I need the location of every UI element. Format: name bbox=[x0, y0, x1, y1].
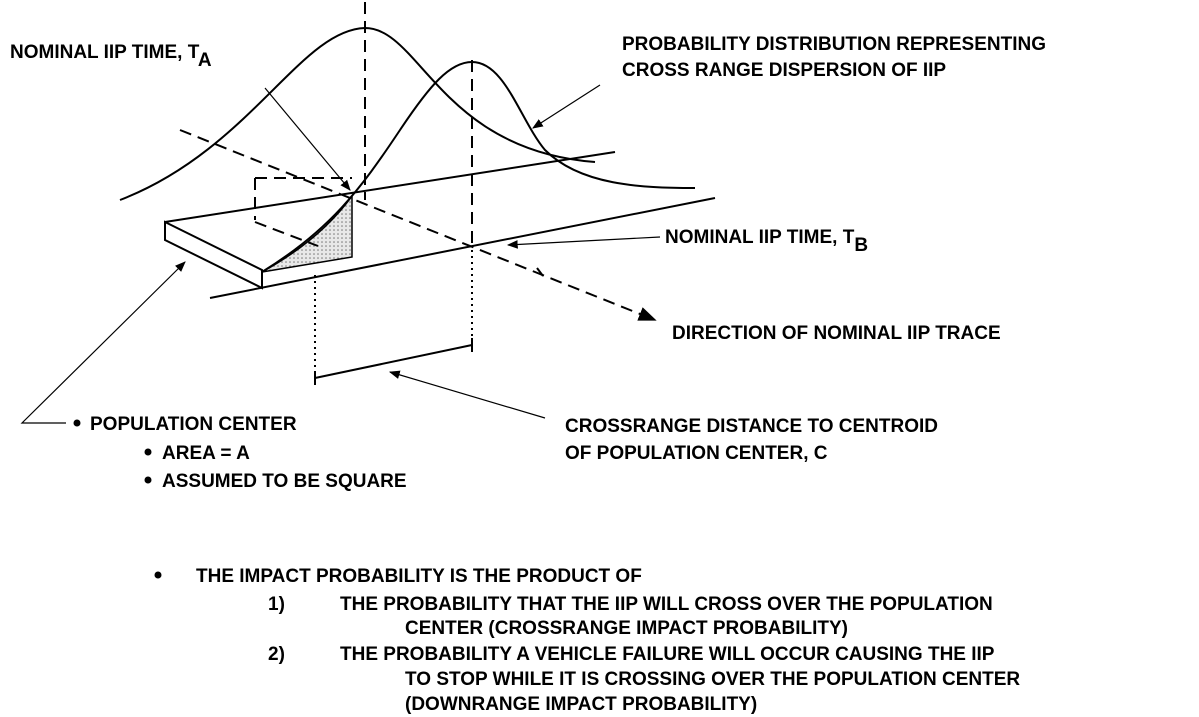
label: PROBABILITY DISTRIBUTION REPRESENTING bbox=[622, 34, 1046, 55]
label-text: NOMINAL IIP TIME, T bbox=[665, 227, 855, 248]
population-square bbox=[164, 220, 263, 290]
label: CROSS RANGE DISPERSION OF IIP bbox=[622, 60, 946, 81]
bullet bbox=[144, 448, 152, 456]
track-line bbox=[209, 197, 716, 299]
square-guide bbox=[254, 221, 319, 247]
item-text: THE PROBABILITY A VEHICLE FAILURE WILL O… bbox=[340, 644, 995, 665]
label: NOMINAL IIP TIME, TB bbox=[665, 227, 868, 256]
bullet bbox=[144, 476, 152, 484]
iip-trace bbox=[179, 129, 657, 321]
label-text: NOMINAL IIP TIME, T bbox=[10, 42, 200, 63]
item-text: (DOWNRANGE IMPACT PROBABILITY) bbox=[405, 694, 757, 715]
arrow bbox=[506, 236, 661, 249]
bullet bbox=[73, 419, 81, 427]
summary-lead: THE IMPACT PROBABILITY IS THE PRODUCT OF bbox=[196, 566, 642, 587]
arrow bbox=[264, 87, 351, 191]
trace-tick bbox=[536, 267, 544, 277]
arrow bbox=[532, 84, 601, 129]
bullet bbox=[154, 571, 162, 579]
item-text: TO STOP WHILE IT IS CROSSING OVER THE PO… bbox=[405, 669, 1020, 690]
label: NOMINAL IIP TIME, TA bbox=[10, 42, 212, 71]
item-number: 1) bbox=[268, 594, 285, 615]
item-text: THE PROBABILITY THAT THE IIP WILL CROSS … bbox=[340, 594, 993, 615]
label: ASSUMED TO BE SQUARE bbox=[162, 471, 407, 492]
track-line bbox=[164, 151, 616, 223]
item-number: 2) bbox=[268, 644, 285, 665]
shaded-area bbox=[261, 193, 353, 273]
arrow bbox=[388, 370, 546, 419]
arrow bbox=[20, 261, 186, 424]
label: OF POPULATION CENTER, C bbox=[565, 443, 828, 464]
label: POPULATION CENTER bbox=[90, 414, 297, 435]
label: CROSSRANGE DISTANCE TO CENTROID bbox=[565, 416, 938, 437]
label: AREA = A bbox=[162, 443, 250, 464]
graphic bbox=[20, 2, 716, 424]
distance-line bbox=[314, 344, 473, 379]
label-sub: A bbox=[198, 50, 212, 71]
item-text: CENTER (CROSSRANGE IMPACT PROBABILITY) bbox=[405, 618, 848, 639]
label: DIRECTION OF NOMINAL IIP TRACE bbox=[672, 323, 1001, 344]
label-sub: B bbox=[854, 235, 868, 256]
